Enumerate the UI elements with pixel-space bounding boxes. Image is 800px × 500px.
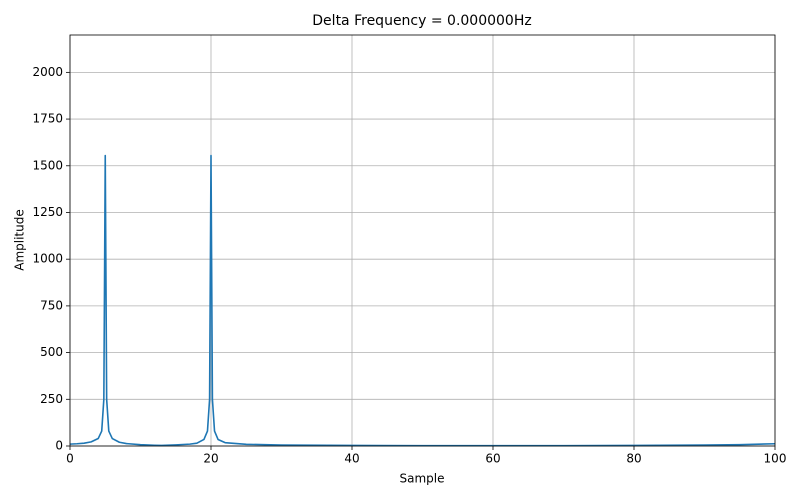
x-tick-label: 20 [203,452,218,466]
x-tick-label: 60 [485,452,500,466]
y-tick-label: 500 [40,345,63,359]
y-tick-label: 1000 [32,252,63,266]
x-tick-label: 0 [66,452,74,466]
y-tick-label: 0 [55,439,63,453]
plot-frame [69,34,776,447]
x-axis-label: Sample [400,472,445,486]
x-tick-label: 100 [764,452,787,466]
x-tick-label: 80 [626,452,641,466]
chart-title: Delta Frequency = 0.000000Hz [312,13,531,29]
y-tick-label: 250 [40,392,63,406]
y-axis-label: Amplitude [13,209,27,271]
y-tick-label: 2000 [32,65,63,79]
y-tick-label: 1250 [32,205,63,219]
y-tick-label: 1500 [32,158,63,172]
y-tick-label: 750 [40,298,63,312]
x-tick-label: 40 [344,452,359,466]
y-tick-label: 1750 [32,112,63,126]
